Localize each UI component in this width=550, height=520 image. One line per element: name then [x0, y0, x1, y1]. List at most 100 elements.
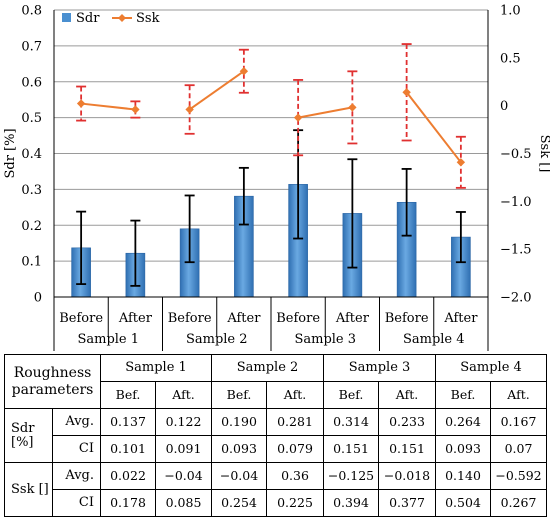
table-cell: 0.022	[100, 462, 157, 490]
table-row: CI 0.101 0.091 0.093 0.079 0.151 0.151 0…	[5, 435, 548, 463]
table-cell: −0.04	[211, 462, 268, 490]
stat-label: Avg.	[51, 408, 102, 436]
table-cell: −0.592	[490, 462, 548, 490]
table-row: CI 0.178 0.085 0.254 0.225 0.394 0.377 0…	[5, 489, 548, 517]
category-label: After	[226, 311, 261, 326]
table-cell: 0.093	[435, 435, 492, 463]
ssk-line	[297, 106, 353, 119]
table-cell: 0.122	[155, 408, 213, 436]
table-cell: 0.167	[490, 408, 548, 436]
ssk-line	[405, 91, 462, 163]
y2-tick-label: −2.0	[500, 291, 532, 306]
table-cell: 0.267	[490, 489, 548, 517]
table-cell: 0.178	[100, 489, 157, 517]
y-tick-label: 0	[34, 291, 42, 306]
table-row: Ssk [] Avg. 0.022 −0.04 −0.04 0.36 −0.12…	[4, 462, 548, 517]
table-sub-before: Bef.	[323, 381, 380, 409]
legend-sdr-label: Sdr	[76, 11, 100, 26]
table-cell: 0.190	[211, 408, 268, 436]
stat-label: CI	[51, 489, 102, 517]
y-tick-label: 0.7	[21, 39, 42, 54]
table-sample-3: Sample 3	[323, 354, 437, 382]
y-tick-label: 0.3	[21, 183, 42, 198]
table-cell: 0.079	[266, 435, 325, 463]
ssk-point	[131, 105, 140, 114]
table-cell: 0.085	[155, 489, 213, 517]
category-label: Before	[59, 311, 103, 326]
group-label: Sample 1	[77, 332, 139, 347]
group-label: Sample 2	[186, 332, 248, 347]
ssk-point	[456, 158, 466, 167]
table-cell: −0.04	[155, 462, 213, 490]
stat-label: Avg.	[51, 462, 102, 490]
table-cell: 0.377	[378, 489, 437, 517]
table-cell: 0.254	[211, 489, 268, 517]
y-tick-label: 0.6	[21, 75, 42, 90]
legend-sdr-swatch	[62, 13, 71, 22]
table-sub-before: Bef.	[435, 381, 492, 409]
table-cell: 0.151	[323, 435, 380, 463]
table-sub-before: Bef.	[211, 381, 268, 409]
legend-ssk-marker	[118, 14, 126, 22]
table-sub-after: Aft.	[266, 381, 325, 409]
category-label: After	[118, 311, 153, 326]
y-tick-label: 0.8	[21, 4, 42, 19]
category-label: After	[443, 311, 478, 326]
legend-ssk-label: Ssk	[136, 11, 160, 26]
y2-axis-title: Ssk []	[537, 135, 550, 173]
ssk-point	[76, 99, 86, 108]
table-cell: 0.36	[266, 462, 325, 490]
ssk-line	[189, 70, 245, 111]
y2-tick-label: −1.5	[500, 243, 532, 258]
table-sample-2: Sample 2	[211, 354, 325, 382]
category-label: Before	[276, 311, 320, 326]
table-cell: 0.091	[155, 435, 213, 463]
ssk-point	[239, 67, 249, 76]
y-tick-label: 0.5	[21, 111, 42, 126]
y2-tick-label: −1.0	[500, 195, 532, 210]
roughness-table: Roughness parameters Sample 1 Sample 2 S…	[3, 354, 548, 517]
y2-tick-label: −0.5	[500, 147, 532, 162]
table-cell: 0.137	[100, 408, 157, 436]
y-tick-label: 0.2	[21, 219, 42, 234]
chart: 0 0.1 0.2 0.3 0.4 0.5 0.6 0.7 0.8 −2.0 −1.5 −1.0 −0.…	[3, 4, 550, 351]
ssk-point	[293, 113, 303, 122]
y-tick-label: 0.4	[21, 147, 42, 162]
ssk-point	[348, 103, 357, 112]
table-sub-after: Aft.	[490, 381, 548, 409]
table-cell: 0.504	[435, 489, 492, 517]
category-label: Before	[168, 311, 212, 326]
category-label: Before	[385, 311, 429, 326]
metric-sdr: Sdr [%]	[4, 408, 53, 463]
y2-tick-label: 1.0	[500, 4, 521, 19]
ssk-line	[81, 102, 136, 111]
table-cell: 0.281	[266, 408, 325, 436]
table-cell: 0.07	[490, 435, 548, 463]
chart-area: 0 0.1 0.2 0.3 0.4 0.5 0.6 0.7 0.8 −2.0 −1.5 −1.0 −0.…	[3, 4, 550, 351]
table-sample-4: Sample 4	[435, 354, 548, 382]
table-row: Sdr [%] Avg. 0.137 0.122 0.190 0.281 0.3…	[4, 408, 548, 463]
table-cell: −0.018	[378, 462, 437, 490]
stat-label: CI	[51, 435, 102, 463]
table-sub-before: Bef.	[100, 381, 157, 409]
table-cell: 0.151	[378, 435, 437, 463]
ssk-point	[185, 105, 194, 114]
table-cell: −0.125	[323, 462, 380, 490]
table-cell: 0.225	[266, 489, 325, 517]
category-label: After	[335, 311, 370, 326]
table-sample-1: Sample 1	[100, 354, 213, 382]
y2-tick-label: 0	[500, 99, 508, 114]
y-axis-title: Sdr [%]	[3, 128, 18, 178]
table-cell: 0.093	[211, 435, 268, 463]
table-cell: 0.314	[323, 408, 380, 436]
group-label: Sample 4	[403, 332, 465, 347]
table-cell: 0.394	[323, 489, 380, 517]
table-sub-after: Aft.	[378, 381, 437, 409]
table-header-label: Roughness parameters	[3, 354, 102, 409]
table-cell: 0.233	[378, 408, 437, 436]
y2-tick-label: 0.5	[500, 51, 521, 66]
ssk-point	[402, 88, 411, 97]
table-cell: 0.140	[435, 462, 492, 490]
metric-ssk: Ssk []	[4, 462, 53, 517]
table-cell: 0.264	[435, 408, 492, 436]
